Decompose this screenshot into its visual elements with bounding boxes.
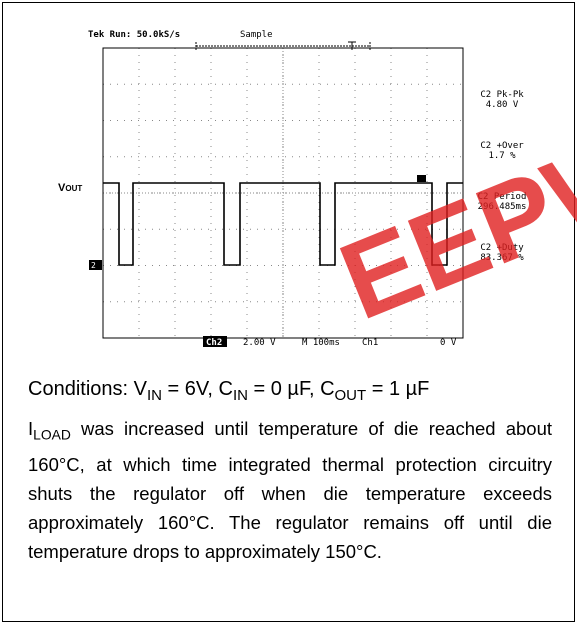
subscript: IN bbox=[233, 387, 248, 404]
scope-screen: Tek Run: 50.0kS/s Sample VOUT 2 C2 Pk-Pk… bbox=[0, 0, 577, 370]
watermark: EEPW bbox=[324, 108, 577, 343]
subscript: OUT bbox=[335, 387, 367, 404]
text: Conditions: V bbox=[28, 378, 147, 400]
channel-marker: 2 bbox=[91, 261, 96, 270]
footer-level: 0 V bbox=[440, 338, 457, 348]
description: ILOAD was increased until temperature of… bbox=[28, 414, 552, 566]
footer-time: M 100ms bbox=[302, 338, 340, 348]
subscript: LOAD bbox=[33, 427, 71, 443]
trace-label-sub: OUT bbox=[65, 184, 82, 193]
trigger-level-marker bbox=[417, 175, 426, 182]
status: Tek Run: 50.0kS/s bbox=[88, 30, 180, 40]
mode: Sample bbox=[240, 30, 273, 40]
text: = 6V, C bbox=[162, 378, 233, 400]
conditions: Conditions: VIN = 6V, CIN = 0 µF, COUT =… bbox=[28, 378, 429, 404]
text: was increased until temperature of die r… bbox=[28, 418, 552, 562]
footer-scale: 2.00 V bbox=[243, 338, 276, 348]
trace-label: VOUT bbox=[58, 182, 82, 194]
subscript: IN bbox=[147, 387, 162, 404]
text: = 0 µF, C bbox=[248, 378, 335, 400]
measurement-value: 4.80 V bbox=[486, 100, 519, 110]
text: = 1 µF bbox=[366, 378, 429, 400]
measurement-name: C2 Pk-Pk bbox=[480, 90, 524, 100]
footer-channel: Ch2 bbox=[206, 338, 222, 348]
page: Tek Run: 50.0kS/s Sample VOUT 2 C2 Pk-Pk… bbox=[0, 0, 577, 624]
measurement-name: C2 +Over bbox=[480, 141, 524, 151]
